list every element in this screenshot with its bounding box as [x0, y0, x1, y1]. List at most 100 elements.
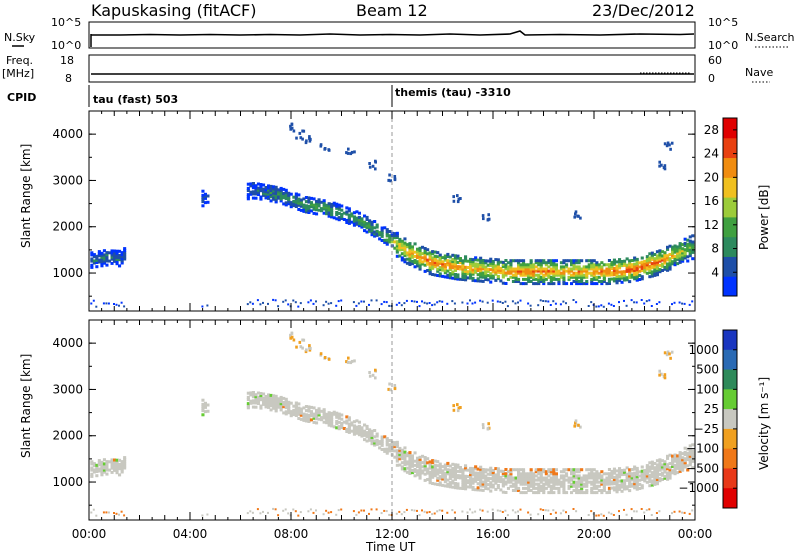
power-cell [421, 300, 423, 303]
velocity-cell [574, 421, 577, 425]
velocity-cell [501, 490, 505, 494]
power-cell [322, 205, 326, 209]
velocity-cell [539, 472, 543, 476]
velocity-cell [410, 454, 414, 458]
power-cell [580, 280, 584, 283]
power-cell [413, 261, 417, 265]
velocity-cell [484, 484, 488, 488]
velocity-cell [287, 402, 291, 406]
power-cell [201, 305, 204, 308]
velocity-cell [681, 452, 685, 456]
velocity-cell [514, 480, 518, 484]
x-tick-label: 12:00 [375, 527, 410, 541]
velocity-cell [294, 414, 298, 417]
power-cell [544, 300, 547, 303]
velocity-cell [615, 486, 619, 490]
velocity-cell [673, 455, 677, 459]
velocity-cell [590, 470, 594, 474]
power-cell [277, 192, 281, 196]
power-cell [691, 257, 695, 261]
velocity-colorbar-tick-label: −1000 [678, 481, 719, 495]
power-cell [602, 269, 606, 273]
velocity-cell [383, 435, 387, 439]
velocity-cell [410, 460, 414, 464]
velocity-cell [355, 419, 359, 423]
velocity-cell [549, 470, 553, 474]
power-cell [418, 263, 422, 267]
velocity-cell [284, 412, 288, 416]
power-cell [246, 197, 250, 201]
velocity-cell [277, 401, 281, 405]
power-cell [370, 299, 373, 302]
power-cell [673, 261, 677, 265]
power-cell [274, 192, 278, 195]
power-cell [577, 261, 581, 265]
power-cell [645, 265, 649, 269]
power-cell [577, 275, 581, 279]
velocity-cell [113, 468, 117, 472]
velocity-cell [115, 467, 119, 470]
power-cell [643, 302, 646, 305]
velocity-cell [653, 482, 657, 486]
velocity-cell [678, 465, 682, 469]
power-cell [277, 188, 281, 192]
power-cell [496, 300, 499, 303]
power-cell [416, 253, 420, 257]
velocity-cell [653, 468, 657, 472]
power-cell [522, 267, 526, 271]
power-cell [648, 271, 652, 275]
velocity-cell [666, 471, 670, 475]
velocity-cell [322, 410, 326, 414]
velocity-cell [443, 484, 447, 488]
velocity-cell [403, 469, 407, 473]
velocity-cell [289, 333, 292, 337]
velocity-cell [456, 486, 460, 490]
velocity-cell [479, 480, 483, 484]
power-cell [340, 208, 344, 212]
power-cell [428, 266, 432, 269]
velocity-cell [431, 469, 435, 473]
power-cell [559, 261, 563, 265]
velocity-cell [494, 487, 498, 491]
power-cell [597, 280, 601, 283]
power-cell [456, 277, 460, 281]
velocity-cell [370, 431, 374, 435]
power-cell [368, 225, 372, 229]
velocity-cell [514, 482, 518, 486]
velocity-cell [499, 480, 503, 484]
velocity-cell [562, 476, 566, 480]
velocity-cell [464, 476, 468, 480]
power-cell [645, 259, 649, 263]
velocity-cell [443, 465, 447, 469]
power-cell [579, 216, 582, 220]
velocity-cell [574, 419, 578, 423]
power-cell [645, 257, 649, 261]
power-cell [537, 269, 541, 273]
power-cell [628, 263, 632, 267]
power-cell [539, 299, 542, 302]
velocity-cell [643, 475, 647, 479]
power-cell [456, 275, 460, 279]
velocity-cell [410, 456, 414, 460]
velocity-cell [537, 513, 540, 516]
power-cell [630, 273, 634, 277]
velocity-cell [405, 452, 409, 456]
power-cell [403, 241, 407, 245]
velocity-cell [557, 482, 561, 486]
velocity-cell [486, 478, 490, 482]
power-cell [481, 300, 484, 303]
velocity-cell [653, 470, 657, 474]
velocity-cell [514, 486, 518, 490]
power-cell [320, 209, 324, 213]
velocity-cell [527, 476, 531, 480]
power-cell [448, 274, 452, 278]
velocity-cell [618, 471, 622, 475]
velocity-cell [292, 413, 296, 417]
power-cell [274, 299, 277, 302]
velocity-cell [683, 459, 687, 463]
velocity-cell [688, 448, 692, 452]
power-cell [529, 263, 533, 267]
power-cell [436, 267, 440, 271]
velocity-cell [585, 476, 589, 480]
power-cell [461, 265, 465, 269]
